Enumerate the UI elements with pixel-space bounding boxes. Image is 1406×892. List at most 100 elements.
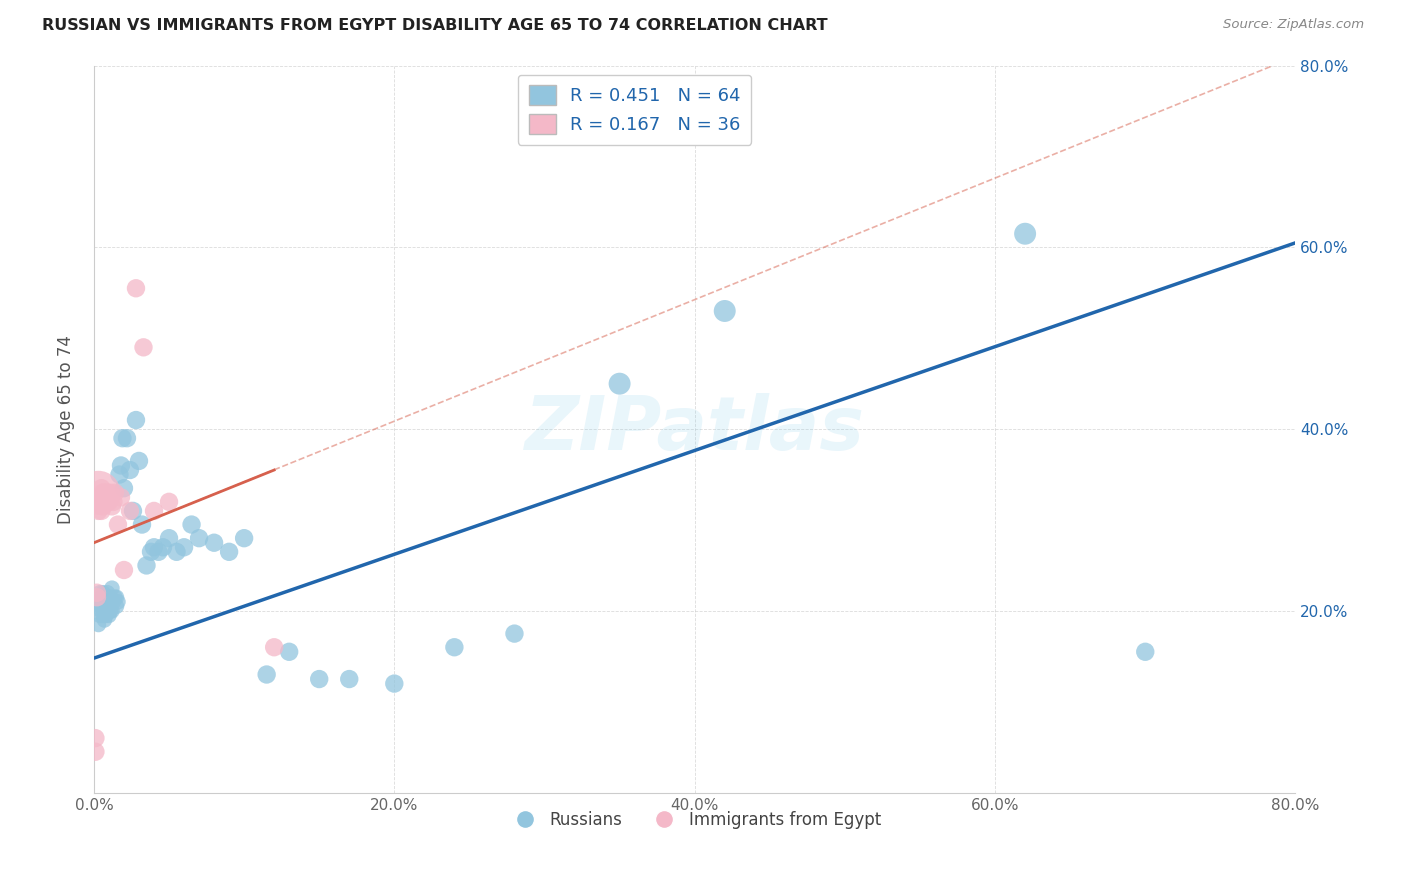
Point [148, 545, 170, 559]
Point [90, 591, 112, 605]
Point [132, 340, 155, 354]
Point [90, 490, 112, 504]
Point [91, 500, 114, 514]
Point [202, 535, 225, 549]
Point [90, 481, 112, 495]
Point [107, 595, 129, 609]
Point [94, 608, 117, 623]
Point [110, 490, 132, 504]
Point [94, 490, 117, 504]
Point [84, 731, 107, 745]
Point [233, 531, 256, 545]
Point [125, 281, 148, 295]
Y-axis label: Disability Age 65 to 74: Disability Age 65 to 74 [58, 334, 75, 524]
Point [86, 591, 108, 605]
Point [263, 640, 285, 655]
Point [91, 608, 114, 623]
Point [91, 495, 114, 509]
Point [1135, 645, 1157, 659]
Point [87, 495, 110, 509]
Point [105, 599, 128, 614]
Point [101, 581, 124, 595]
Point [96, 595, 118, 609]
Point [443, 640, 465, 655]
Point [108, 467, 131, 482]
Point [139, 545, 162, 559]
Point [96, 495, 118, 509]
Point [87, 504, 110, 518]
Point [93, 591, 115, 605]
Point [89, 608, 111, 623]
Point [107, 517, 129, 532]
Point [118, 504, 141, 518]
Point [87, 617, 110, 632]
Point [382, 676, 405, 690]
Point [112, 481, 135, 495]
Point [143, 504, 166, 518]
Point [173, 541, 195, 555]
Point [93, 485, 115, 500]
Point [105, 591, 128, 605]
Point [1014, 227, 1036, 241]
Point [86, 585, 108, 599]
Point [100, 604, 122, 618]
Point [131, 517, 153, 532]
Point [93, 604, 115, 618]
Point [157, 531, 180, 545]
Point [91, 595, 114, 609]
Point [90, 504, 112, 518]
Point [101, 604, 124, 618]
Point [89, 490, 111, 504]
Point [96, 585, 118, 599]
Point [125, 413, 148, 427]
Point [103, 595, 125, 609]
Point [86, 595, 108, 609]
Point [100, 591, 122, 605]
Point [101, 500, 124, 514]
Text: Source: ZipAtlas.com: Source: ZipAtlas.com [1223, 18, 1364, 31]
Point [115, 431, 138, 445]
Point [503, 626, 526, 640]
Point [97, 591, 120, 605]
Point [112, 563, 135, 577]
Point [97, 490, 120, 504]
Point [104, 485, 127, 500]
Point [110, 458, 132, 473]
Point [308, 672, 330, 686]
Point [256, 667, 278, 681]
Point [111, 431, 134, 445]
Point [609, 376, 631, 391]
Point [97, 495, 120, 509]
Point [94, 599, 117, 614]
Point [218, 545, 240, 559]
Point [84, 745, 107, 759]
Point [122, 504, 145, 518]
Point [93, 613, 115, 627]
Point [90, 599, 112, 614]
Point [713, 304, 735, 318]
Point [188, 531, 211, 545]
Text: ZIPatlas: ZIPatlas [524, 392, 865, 466]
Point [128, 454, 150, 468]
Point [180, 517, 202, 532]
Point [96, 485, 118, 500]
Point [166, 545, 188, 559]
Point [278, 645, 301, 659]
Point [143, 541, 166, 555]
Legend: Russians, Immigrants from Egypt: Russians, Immigrants from Egypt [502, 804, 889, 835]
Point [94, 591, 117, 605]
Point [97, 599, 120, 614]
Point [94, 495, 117, 509]
Point [100, 485, 122, 500]
Point [91, 485, 114, 500]
Point [135, 558, 157, 573]
Point [103, 495, 125, 509]
Point [89, 585, 111, 599]
Point [337, 672, 360, 686]
Point [97, 608, 120, 623]
Point [93, 490, 115, 504]
Point [87, 485, 110, 500]
Point [118, 463, 141, 477]
Point [104, 591, 127, 605]
Point [157, 495, 180, 509]
